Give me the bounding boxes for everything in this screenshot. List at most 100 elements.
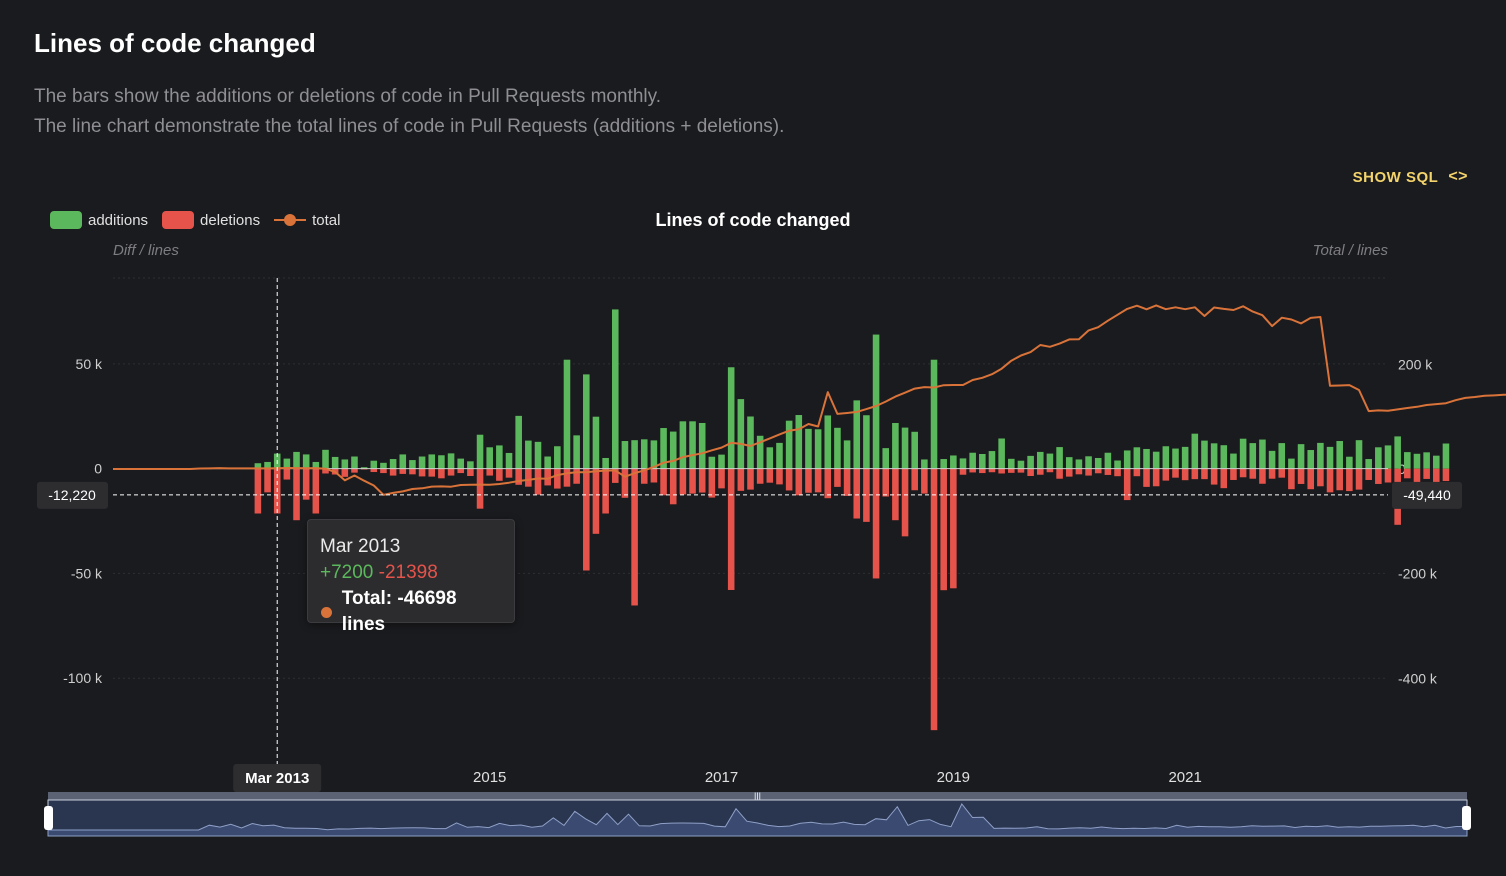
- deletions-bar: [814, 468, 822, 493]
- additions-bar: [1008, 458, 1015, 469]
- deletions-bar: [1355, 468, 1363, 490]
- deletions-bar: [650, 468, 658, 483]
- data-zoom-handle-right[interactable]: [1462, 806, 1471, 830]
- additions-bar: [1307, 450, 1315, 469]
- y-left-pointer-label: -12,220: [48, 487, 96, 503]
- additions-bar: [901, 427, 909, 469]
- deletions-bar: [988, 468, 996, 473]
- code-icon: <>: [1448, 168, 1468, 185]
- deletions-bar: [1036, 468, 1044, 475]
- show-sql-button[interactable]: SHOW SQL <>: [1353, 168, 1468, 186]
- additions-bar: [631, 440, 638, 469]
- y-left-tick-label: 50 k: [76, 356, 103, 372]
- additions-bar: [853, 400, 861, 469]
- y-left-pointer-box: [37, 481, 108, 509]
- additions-bar: [911, 431, 918, 469]
- additions-bar: [1249, 443, 1257, 469]
- x-pointer-box: [233, 764, 322, 792]
- additions-bar: [602, 457, 609, 469]
- additions-bar: [988, 451, 996, 469]
- additions-bar: [254, 463, 262, 469]
- legend-additions[interactable]: additions: [50, 211, 148, 229]
- additions-bar: [1056, 447, 1063, 469]
- additions-bar: [727, 367, 735, 469]
- deletions-bar: [1326, 468, 1334, 493]
- additions-bar: [496, 445, 503, 469]
- additions-bar: [766, 447, 774, 469]
- deletions-bar: [505, 468, 513, 478]
- additions-bar: [1268, 450, 1276, 469]
- description: The bars show the additions or deletions…: [34, 82, 784, 142]
- deletions-bar: [1017, 468, 1025, 473]
- deletions-bar: [998, 468, 1005, 474]
- deletions-bar: [583, 468, 590, 571]
- additions-bar: [660, 428, 667, 469]
- deletions-bar: [486, 468, 493, 476]
- additions-bar: [882, 448, 890, 469]
- additions-bar: [534, 441, 542, 469]
- legend-total[interactable]: total: [274, 211, 340, 229]
- additions-bar: [805, 428, 812, 469]
- deletions-bar: [592, 468, 600, 534]
- additions-bar: [998, 438, 1005, 469]
- additions-bar: [1278, 443, 1286, 469]
- deletions-bar: [1094, 468, 1102, 474]
- deletions-bar: [399, 468, 407, 474]
- y-left-tick-label: 0: [94, 461, 102, 477]
- deletions-bar: [457, 468, 465, 474]
- deletions-bar: [621, 468, 629, 498]
- deletions-bar: [737, 468, 745, 491]
- additions-bar: [457, 458, 465, 469]
- additions-bar: [1317, 442, 1324, 469]
- additions-bar: [950, 455, 957, 469]
- deletions-bar: [892, 468, 899, 521]
- additions-bar: [940, 459, 947, 469]
- additions-bar: [1404, 452, 1411, 469]
- deletions-bar: [496, 468, 503, 481]
- deletions-bar: [611, 468, 619, 483]
- additions-bar: [1114, 460, 1121, 469]
- additions-bar: [293, 451, 300, 469]
- deletions-bar: [679, 468, 687, 495]
- deletions-bar: [1114, 468, 1121, 477]
- deletions-bar: [1336, 468, 1343, 491]
- additions-bar: [312, 461, 320, 469]
- tooltip-total: Total: -46698 lines: [341, 588, 457, 635]
- x-tick-label: 2021: [1168, 769, 1201, 786]
- legend-deletions[interactable]: deletions: [162, 211, 260, 229]
- deletions-bar: [438, 468, 445, 479]
- deletions-bar: [563, 468, 571, 487]
- deletions-bar: [1433, 468, 1440, 483]
- y-left-tick-label: -100 k: [63, 670, 103, 686]
- deletions-bar: [1268, 468, 1276, 479]
- deletions-bar: [1143, 468, 1150, 487]
- page-title: Lines of code changed: [34, 28, 316, 58]
- y-right-tick-label: -400 k: [1398, 670, 1438, 686]
- additions-bar: [409, 460, 416, 469]
- additions-bar: [331, 456, 339, 469]
- additions-bar: [872, 334, 880, 469]
- additions-bar: [1191, 433, 1199, 469]
- y-left-tick-label: -50 k: [71, 565, 103, 581]
- deletions-bar: [1278, 468, 1286, 478]
- deletions-bar: [940, 468, 947, 591]
- deletions-bar: [1046, 468, 1054, 473]
- additions-bar: [476, 434, 484, 469]
- additions-bar: [264, 461, 271, 469]
- additions-bar: [708, 456, 716, 469]
- additions-bar: [428, 454, 436, 469]
- additions-bar: [959, 458, 967, 469]
- deletions-bar: [872, 468, 880, 579]
- deletions-bar: [1413, 468, 1421, 485]
- deletions-bar: [805, 468, 812, 493]
- data-zoom-handle-left[interactable]: [44, 806, 53, 830]
- additions-bar: [650, 440, 658, 469]
- additions-bar: [1104, 452, 1112, 469]
- additions-bar: [389, 459, 397, 469]
- deletions-bar: [853, 468, 861, 519]
- legend-deletions-label: deletions: [200, 211, 261, 229]
- y-right-tick-label: 200 k: [1398, 356, 1433, 372]
- deletions-bar: [1152, 468, 1160, 487]
- deletions-bar: [428, 468, 436, 477]
